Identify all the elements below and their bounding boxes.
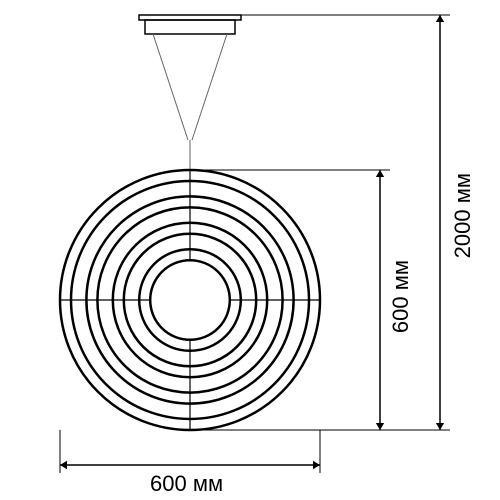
dimension-ring-width: 600 мм <box>150 471 223 497</box>
dimension-ring-height: 600 мм <box>388 260 414 333</box>
technical-drawing: 2000 мм 600 мм 600 мм <box>0 0 500 500</box>
dimension-total-height: 2000 мм <box>450 173 476 258</box>
drawing-svg <box>0 0 500 500</box>
